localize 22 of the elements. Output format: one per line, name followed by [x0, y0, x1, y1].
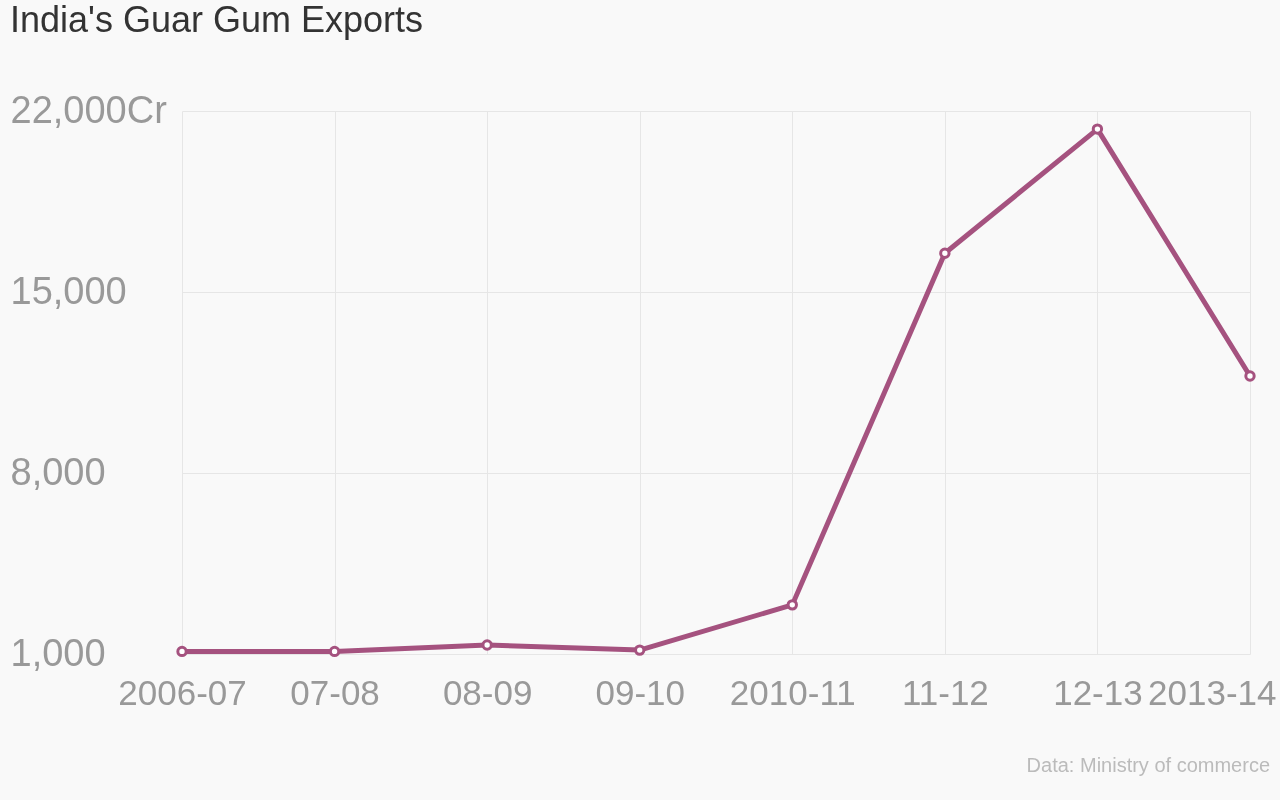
y-tick-label: 8,000	[10, 450, 106, 493]
x-tick-label: 2006-07	[118, 672, 247, 712]
x-tick-label: 11-12	[901, 672, 989, 712]
y-tick-label: 1,000	[10, 631, 106, 674]
point	[634, 644, 646, 656]
x-tick-label: 07-08	[290, 672, 380, 712]
point	[328, 645, 341, 658]
x-tick-label: 08-09	[442, 672, 533, 712]
point	[1091, 123, 1104, 135]
x-tick-label: 09-10	[595, 672, 685, 712]
point	[939, 247, 951, 259]
point	[1244, 370, 1256, 382]
y-tick-label: 15,000	[10, 269, 127, 312]
text: Data: Ministry of commerce	[1026, 754, 1270, 776]
x-tick-label: 2010-11	[729, 672, 856, 712]
x-tick-label: 12-13	[1053, 672, 1143, 712]
point	[481, 639, 493, 651]
y-tick-label: 22,000Cr	[10, 88, 168, 131]
x-tick-label: 2013-14	[1148, 672, 1277, 712]
chart-title: India's Guar Gum Exports	[10, 0, 424, 40]
point	[786, 599, 798, 611]
point	[176, 645, 188, 658]
